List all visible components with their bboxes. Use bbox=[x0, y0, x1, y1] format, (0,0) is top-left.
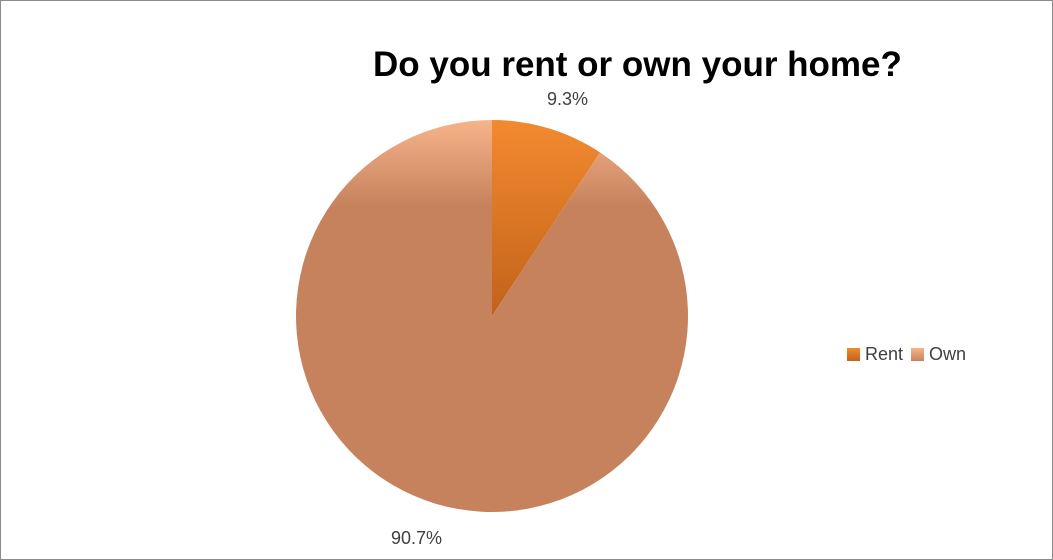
pie-slice-own bbox=[296, 120, 688, 512]
legend-label-own: Own bbox=[929, 344, 966, 365]
legend-swatch-own bbox=[911, 348, 924, 361]
data-label-rent: 9.3% bbox=[547, 89, 588, 109]
legend-label-rent: Rent bbox=[865, 344, 903, 365]
legend-swatch-rent bbox=[847, 348, 860, 361]
legend-item-rent: Rent bbox=[847, 344, 903, 365]
legend: Rent Own bbox=[847, 344, 966, 365]
data-label-own: 90.7% bbox=[391, 528, 442, 548]
legend-item-own: Own bbox=[911, 344, 966, 365]
